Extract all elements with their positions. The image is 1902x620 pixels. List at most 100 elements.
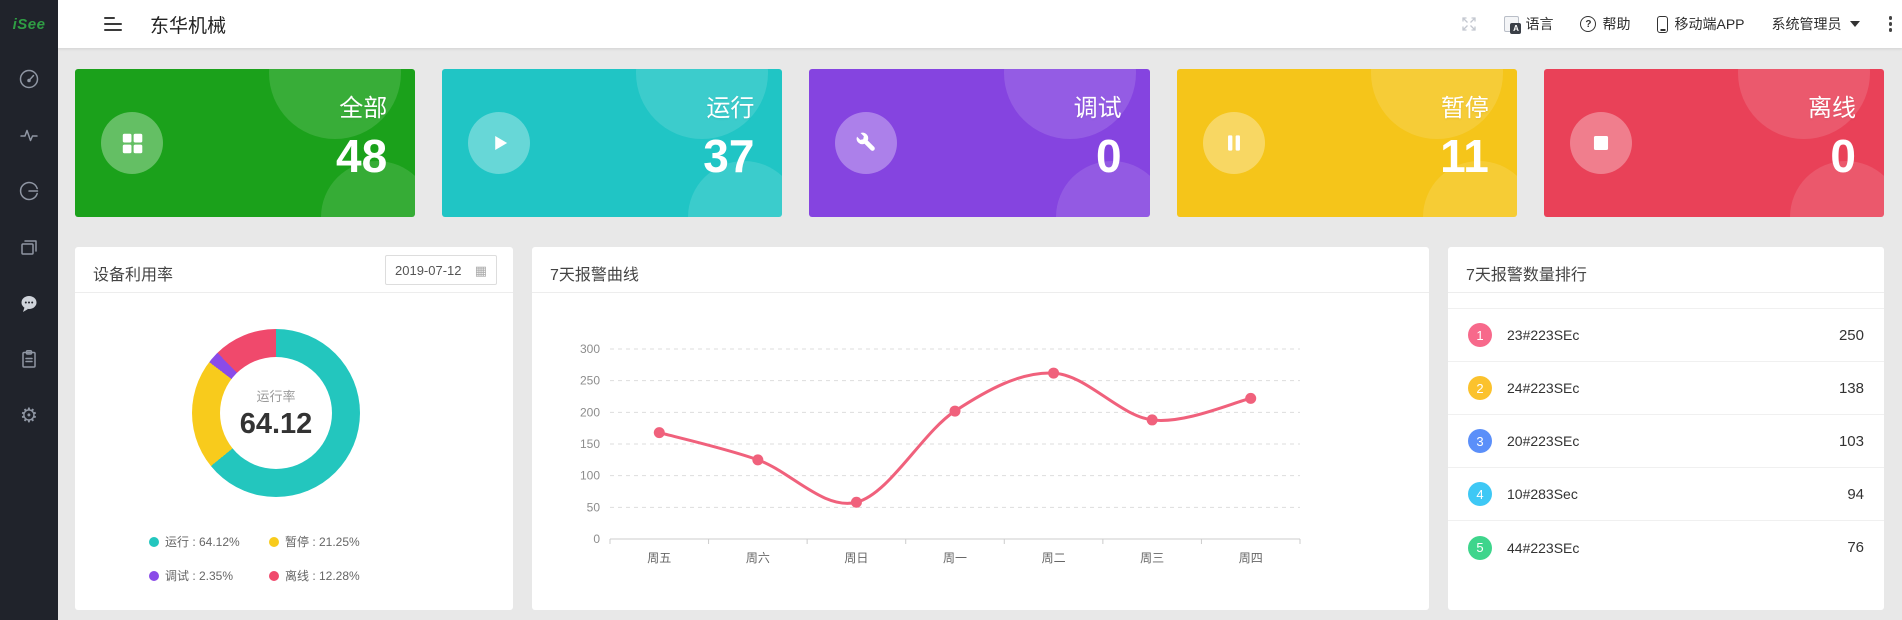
card-offline[interactable]: 离线 0 [1543, 69, 1885, 217]
alarm-count: 76 [1847, 539, 1864, 556]
topbar-actions: A 语言 ? 帮助 移动端APP 系统管理员 [1461, 14, 1902, 34]
alarm-count: 94 [1847, 485, 1864, 503]
legend-item[interactable]: 暂停 : 21.25% [269, 533, 360, 550]
admin-label: 系统管理员 [1771, 16, 1842, 32]
ranking-row[interactable]: 5 44#223SEc 76 [1448, 521, 1884, 574]
card-paused[interactable]: 暂停 11 [1176, 69, 1517, 217]
help-label: 帮助 [1602, 16, 1631, 32]
translate-icon: A [1504, 16, 1522, 34]
legend-dot [149, 570, 159, 581]
sidebar-item-messages[interactable] [17, 291, 41, 315]
sidebar-menu: ⚙ [0, 48, 58, 427]
alarm-line-chart[interactable]: 0 50 100 150 200 250 300 周五 周六 周日 周一 周二 周三 周四 [532, 247, 1429, 610]
mobile-app-button[interactable]: 移动端APP [1657, 14, 1745, 34]
sidebar-item-monitor[interactable] [17, 123, 41, 147]
phone-icon [1657, 15, 1669, 33]
card-label: 调试 [1073, 95, 1122, 122]
card-debug[interactable]: 调试 0 [809, 69, 1150, 217]
more-menu-button[interactable] [1887, 14, 1895, 34]
efficiency-gauge-icon [19, 181, 39, 201]
card-label: 离线 [1808, 95, 1857, 122]
play-icon [468, 112, 531, 174]
rank-badge: 4 [1468, 482, 1492, 506]
sidebar: iSee [0, 0, 58, 620]
svg-text:0: 0 [593, 532, 600, 546]
legend-item[interactable]: 调试 : 2.35% [149, 567, 269, 584]
legend-item[interactable]: 运行 : 64.12% [149, 533, 269, 550]
panel-title: 7天报警曲线 [550, 267, 639, 284]
language-button[interactable]: A 语言 [1504, 14, 1553, 34]
svg-text:100: 100 [580, 469, 600, 483]
legend-text: 暂停 : 21.25% [285, 535, 360, 549]
menu-fold-icon[interactable] [104, 17, 122, 31]
grid-icon [101, 112, 163, 174]
panel-title: 7天报警数量排行 [1466, 267, 1587, 284]
sidebar-item-settings[interactable]: ⚙ [17, 403, 41, 427]
ranking-row[interactable]: 3 20#223SEc 103 [1448, 415, 1884, 468]
alarm-count: 250 [1838, 326, 1864, 344]
legend-dot [149, 536, 159, 547]
card-value: 0 [1830, 130, 1857, 182]
card-value: 48 [336, 130, 388, 182]
admin-dropdown[interactable]: 系统管理员 [1772, 14, 1860, 34]
device-stack-icon [21, 240, 37, 255]
divider [532, 292, 1429, 293]
chevron-down-icon [1849, 21, 1860, 27]
svg-text:250: 250 [580, 374, 600, 388]
status-cards: 全部 48 运行 37 调试 0 暂停 11 [75, 69, 1885, 217]
question-icon: ? [1580, 16, 1597, 32]
rank-badge: 5 [1468, 535, 1492, 560]
legend-dot [269, 536, 279, 547]
svg-text:150: 150 [580, 437, 600, 451]
svg-text:300: 300 [580, 342, 600, 356]
divider [1448, 292, 1884, 293]
alarm-count: 103 [1838, 432, 1864, 450]
card-value: 37 [703, 130, 755, 182]
card-all[interactable]: 全部 48 [75, 69, 416, 217]
ranking-list: 1 23#223SEc 250 2 24#223SEc 138 3 20#223… [1448, 308, 1884, 574]
fullscreen-icon [1462, 17, 1477, 31]
settings-gear-icon: ⚙ [20, 403, 38, 427]
svg-text:200: 200 [580, 405, 600, 419]
sidebar-item-reports[interactable] [17, 347, 41, 371]
message-chat-icon [21, 296, 37, 312]
sidebar-item-devices[interactable] [17, 235, 41, 259]
svg-text:周四: 周四 [1239, 551, 1263, 565]
sidebar-item-dashboard[interactable] [17, 67, 41, 91]
utilization-donut-chart[interactable]: 运行率 64.12 [192, 329, 360, 497]
date-value: 2019-07-12 [395, 262, 462, 278]
app-logo[interactable]: iSee [12, 15, 46, 33]
report-clipboard-icon [22, 350, 36, 368]
card-label: 暂停 [1440, 95, 1489, 122]
divider [75, 292, 513, 293]
help-button[interactable]: ? 帮助 [1580, 14, 1630, 34]
device-name: 23#223SEc [1507, 327, 1580, 343]
fullscreen-button[interactable] [1461, 16, 1477, 32]
donut-center: 运行率 64.12 [220, 357, 332, 469]
legend-dot [269, 570, 279, 581]
ranking-row[interactable]: 2 24#223SEc 138 [1448, 362, 1884, 415]
donut-legend: 运行 : 64.12% 暂停 : 21.25% 调试 : 2.35% 离线 : … [149, 533, 360, 584]
date-picker[interactable]: 2019-07-12 ▦ [385, 255, 497, 285]
donut-center-label: 运行率 [256, 388, 296, 404]
legend-item[interactable]: 离线 : 12.28% [269, 567, 360, 584]
card-running[interactable]: 运行 37 [442, 69, 783, 217]
sidebar-item-efficiency[interactable] [17, 179, 41, 203]
device-name: 44#223SEc [1507, 539, 1580, 556]
rank-badge: 3 [1468, 429, 1492, 453]
alarm-count: 138 [1838, 379, 1864, 397]
ranking-panel: 7天报警数量排行 1 23#223SEc 250 2 24#223SEc 138… [1448, 247, 1884, 610]
device-name: 20#223SEc [1507, 433, 1580, 449]
card-label: 运行 [706, 95, 755, 122]
activity-pulse-icon [20, 129, 38, 142]
rank-badge: 2 [1468, 376, 1492, 400]
card-value: 0 [1096, 130, 1122, 182]
pause-icon [1202, 112, 1265, 174]
device-name: 10#283Sec [1507, 486, 1578, 502]
card-label: 全部 [339, 95, 388, 122]
ranking-row[interactable]: 1 23#223SEc 250 [1448, 309, 1884, 362]
svg-text:50: 50 [587, 500, 601, 514]
svg-text:周三: 周三 [1140, 551, 1164, 565]
ranking-row[interactable]: 4 10#283Sec 94 [1448, 468, 1884, 521]
